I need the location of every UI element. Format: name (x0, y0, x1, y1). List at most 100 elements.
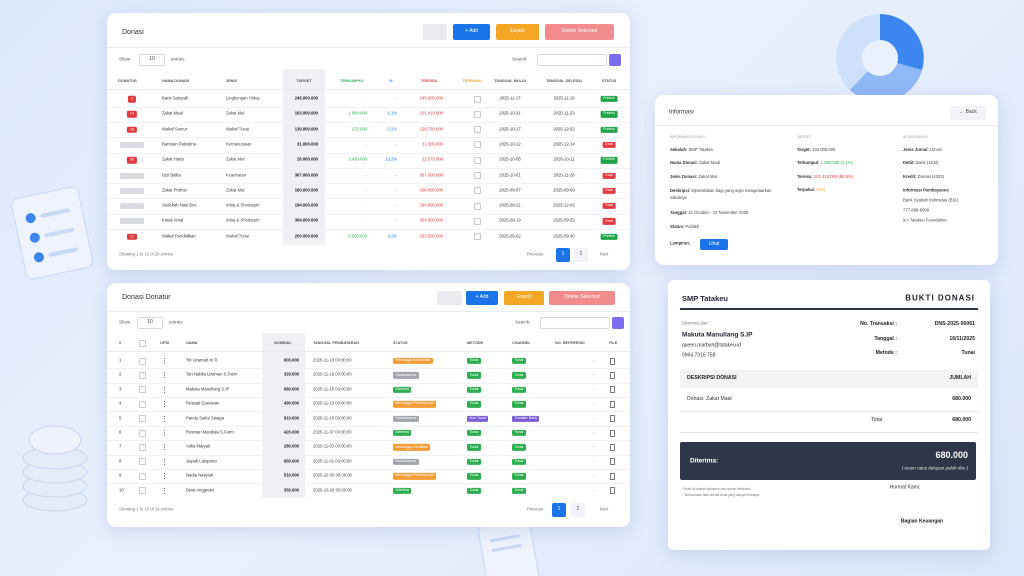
divider (107, 425, 630, 427)
info-row: Terkumpul: 1.090.000 (1.1%) (797, 160, 853, 166)
checkbox[interactable] (473, 126, 481, 134)
checkbox[interactable] (473, 233, 481, 241)
options-icon[interactable] (164, 358, 166, 364)
options-icon[interactable] (164, 401, 166, 408)
panel-title: Donasi Donatur (122, 294, 171, 302)
options-icon[interactable] (164, 430, 166, 436)
page-nav[interactable]: Previous (526, 251, 544, 257)
length-select[interactable]: 10 (139, 54, 165, 66)
options-icon[interactable] (164, 487, 166, 494)
checkbox[interactable] (473, 217, 481, 225)
divider (107, 167, 630, 169)
options-icon[interactable] (164, 372, 166, 379)
delete-button[interactable]: Delete Selected (545, 24, 614, 40)
search-input[interactable] (540, 317, 610, 329)
page-button[interactable]: 2 (571, 503, 585, 517)
checkbox[interactable] (138, 386, 146, 394)
search-input[interactable] (537, 54, 607, 66)
file-icon[interactable] (610, 371, 615, 379)
file-icon[interactable] (610, 386, 615, 394)
file-icon[interactable] (610, 443, 615, 451)
divider (107, 89, 630, 90)
file-icon[interactable] (610, 472, 615, 480)
options-icon[interactable] (164, 415, 166, 422)
page-button[interactable]: 1 (556, 248, 570, 262)
badge: Kadaluwarsa (393, 458, 419, 465)
export-button[interactable]: Export (496, 24, 539, 40)
checkbox[interactable] (473, 172, 481, 179)
cell-ref: - (593, 415, 595, 421)
back-button[interactable]: ← Back (950, 106, 986, 120)
badge: Publish (600, 233, 618, 240)
checkbox[interactable] (473, 110, 481, 118)
file-icon[interactable] (610, 487, 615, 495)
file-icon[interactable] (610, 357, 615, 365)
footnote: * Bukti ini adalah dokumen sah donasi el… (682, 487, 752, 492)
cell-nama: Dewi Anggraini (186, 487, 214, 493)
search-button[interactable] (609, 54, 621, 66)
checkbox[interactable] (473, 156, 481, 164)
cell-tersisa: 31.000.000 (422, 141, 443, 147)
search-button[interactable] (612, 317, 624, 329)
column-header: NAMA DONASI (162, 78, 190, 83)
cell-nama: Bantuan Palestina (162, 141, 196, 147)
file-icon[interactable] (610, 400, 615, 408)
cell-tersisa: 364.000.000 (419, 218, 443, 224)
cell-selesai: 2025-12-02 (553, 126, 575, 132)
length-select[interactable]: 10 (137, 317, 163, 329)
page-nav[interactable]: Previous (526, 506, 544, 512)
filter-button[interactable] (437, 291, 462, 305)
delete-button[interactable]: Delete Selected (549, 291, 615, 305)
page-button[interactable]: 1 (552, 503, 566, 517)
divider (107, 351, 630, 352)
file-icon[interactable] (610, 458, 615, 466)
options-icon[interactable] (164, 444, 166, 451)
page-button[interactable]: 2 (574, 248, 588, 262)
options-icon[interactable] (164, 458, 166, 465)
add-button[interactable]: + Add (466, 291, 498, 305)
checkbox[interactable] (138, 400, 146, 408)
badge: Tunai (467, 444, 481, 451)
badge: Non Tunai (467, 415, 489, 422)
checkbox[interactable] (473, 95, 481, 103)
checkbox[interactable] (473, 202, 481, 210)
cell-terkumpul: - (365, 218, 367, 224)
clipboard-decoration (11, 186, 94, 280)
section-header: TARGET (797, 135, 812, 140)
column-header: NO. REFERENSI (555, 340, 585, 345)
checkbox[interactable] (138, 429, 146, 437)
from-name: Makuta Manullang S.IP (682, 331, 753, 339)
options-icon[interactable] (164, 473, 166, 480)
cell-target: 200.000.000 (294, 233, 318, 239)
options-icon[interactable] (164, 386, 166, 393)
divider (107, 411, 630, 413)
checkbox[interactable] (138, 487, 146, 495)
page-nav[interactable]: Next (599, 251, 609, 257)
checkbox[interactable] (138, 443, 146, 451)
file-icon[interactable] (610, 415, 615, 423)
checkbox[interactable] (138, 458, 146, 466)
checkbox[interactable] (138, 415, 146, 423)
export-button[interactable]: Export (504, 291, 544, 305)
checkbox[interactable] (473, 187, 481, 195)
checkbox[interactable] (138, 371, 146, 379)
file-icon[interactable] (610, 429, 615, 437)
cell-tanggal: 2025-11-18 00:00:00 (313, 372, 352, 378)
cell-target: 26.000.000 (297, 156, 318, 162)
info-value: Bank (1102) (916, 160, 939, 165)
from-phone: 0964 7316 758 (682, 352, 716, 359)
donatur-placeholder (120, 218, 144, 225)
column-header: TANGGAL SELESAI (546, 78, 582, 83)
lihat-button[interactable]: Lihat (700, 239, 728, 250)
cell-tanggal: 2025-11-07 00:00:00 (313, 429, 352, 435)
add-button[interactable]: + Add (453, 24, 490, 40)
badge: Tunai (467, 357, 481, 365)
cell-tersisa: 160.000.000 (419, 187, 443, 193)
cell-mulai: 2025-11-17 (499, 95, 521, 101)
checkbox[interactable] (473, 141, 481, 149)
checkbox[interactable] (138, 472, 146, 480)
checkbox[interactable] (138, 339, 146, 347)
page-nav[interactable]: Next (599, 506, 609, 512)
filter-button[interactable] (423, 24, 447, 40)
checkbox[interactable] (138, 357, 146, 365)
